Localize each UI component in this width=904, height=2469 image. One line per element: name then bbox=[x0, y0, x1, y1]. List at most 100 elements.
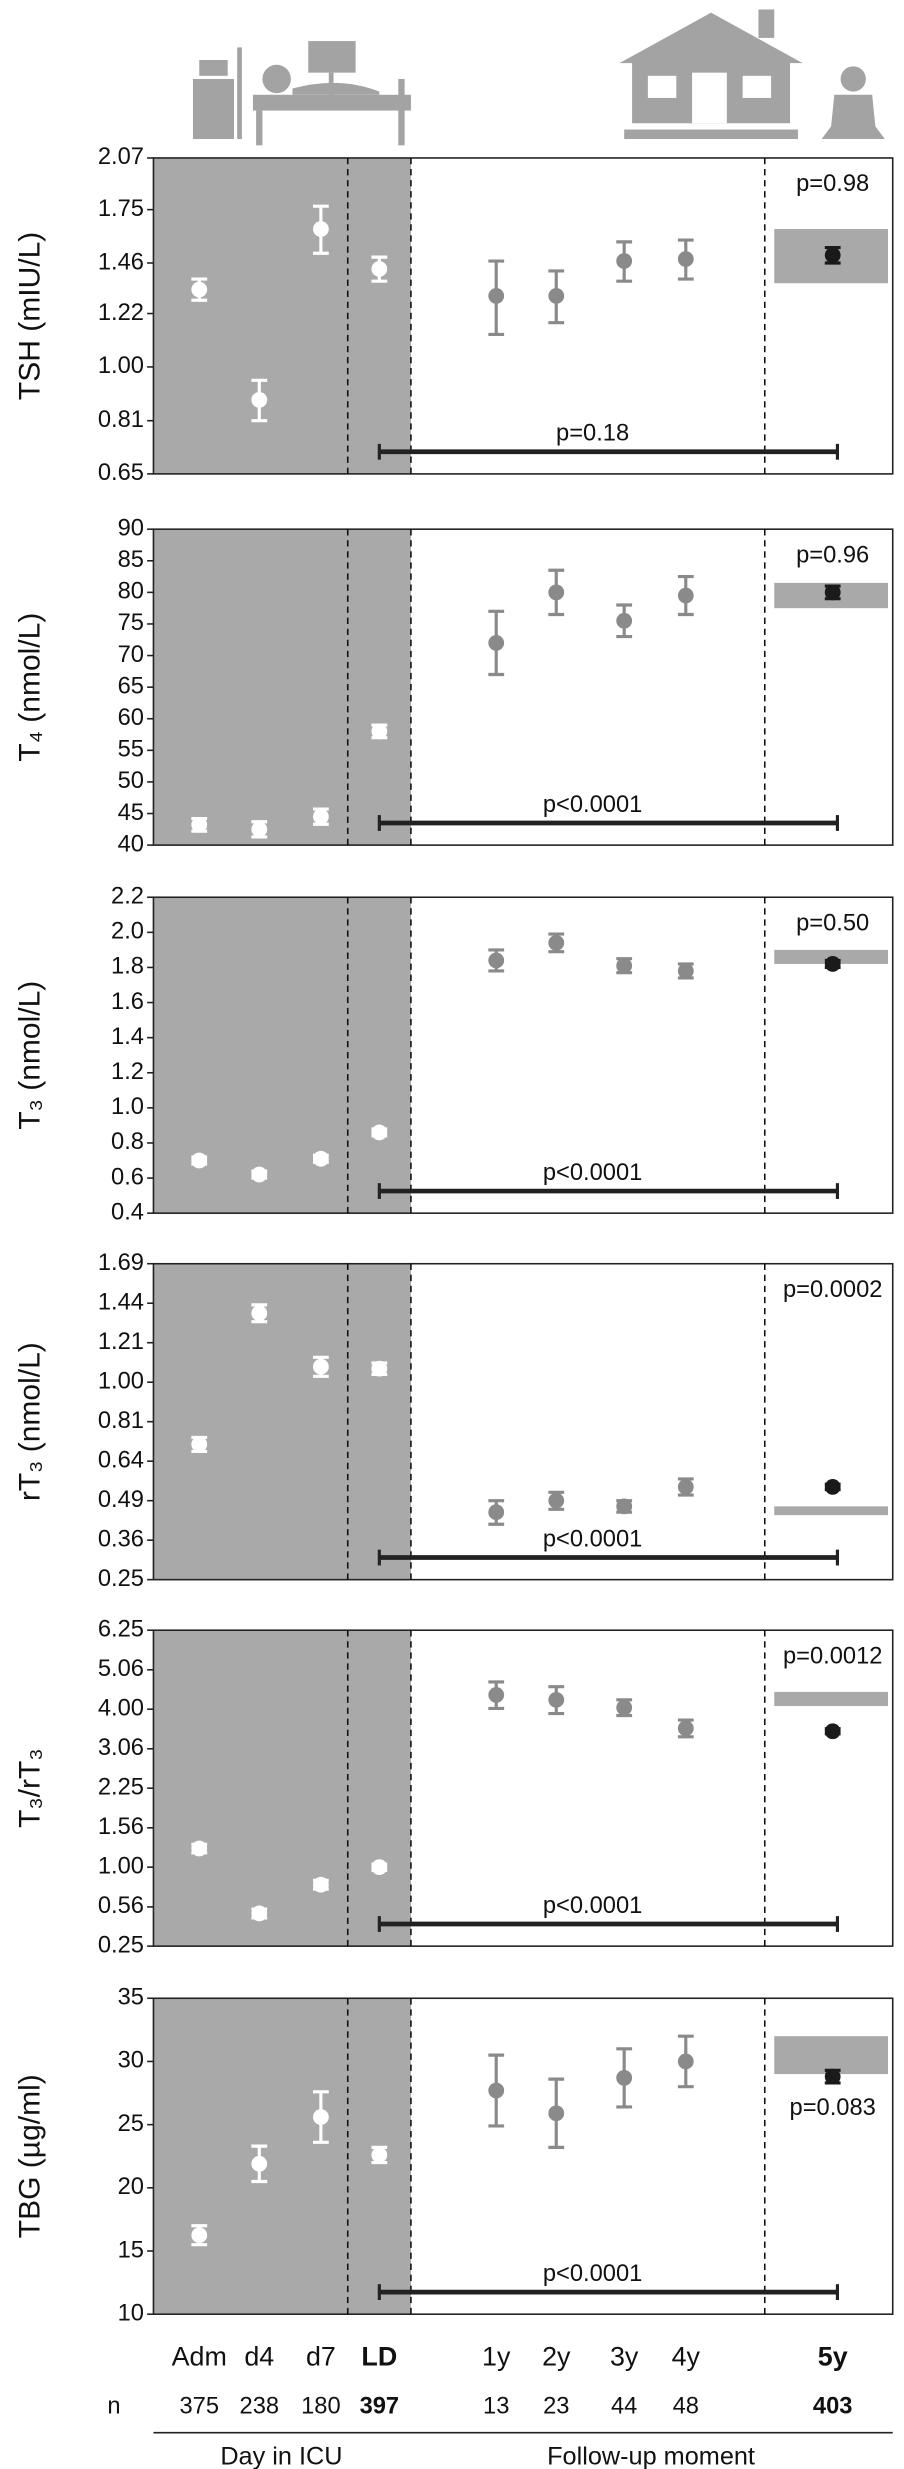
point bbox=[488, 288, 505, 304]
n-value: 180 bbox=[301, 2394, 341, 2420]
y-tick-label: 80 bbox=[118, 579, 144, 605]
point bbox=[371, 723, 388, 740]
y-tick-label: 1.4 bbox=[111, 1024, 144, 1050]
y-tick-label: 90 bbox=[118, 515, 144, 541]
y-tick-label: 1.6 bbox=[111, 989, 144, 1015]
p-overall: p=0.98 bbox=[796, 171, 869, 197]
point bbox=[251, 2155, 268, 2172]
p-trend: p<0.0001 bbox=[543, 1526, 642, 1552]
n-value: 48 bbox=[673, 2394, 699, 2420]
y-axis-title: rT₃ (nmol/L) bbox=[14, 1342, 47, 1501]
y-tick-label: 85 bbox=[118, 547, 144, 573]
y-tick-label: 1.2 bbox=[111, 1059, 144, 1085]
x-tick-label: 1y bbox=[482, 2342, 511, 2372]
n-label: n bbox=[107, 2394, 120, 2420]
point bbox=[312, 1150, 329, 1167]
y-tick-label: 0.65 bbox=[98, 460, 144, 486]
point bbox=[488, 2082, 505, 2099]
y-tick-label: 1.00 bbox=[98, 1853, 144, 1879]
point bbox=[677, 1479, 694, 1495]
point bbox=[616, 2069, 633, 2086]
p-trend: p<0.0001 bbox=[543, 792, 642, 818]
point bbox=[616, 1498, 633, 1515]
point bbox=[677, 587, 694, 604]
point bbox=[824, 1723, 841, 1740]
point bbox=[191, 2227, 208, 2244]
point bbox=[616, 957, 633, 974]
point bbox=[251, 391, 268, 408]
point bbox=[312, 1876, 329, 1893]
y-tick-label: 20 bbox=[118, 2174, 144, 2200]
icu-shade bbox=[153, 1263, 411, 1580]
point bbox=[616, 612, 633, 629]
group-label: Day in ICU bbox=[220, 2443, 342, 2469]
y-tick-label: 1.00 bbox=[98, 1368, 144, 1394]
point bbox=[824, 2068, 841, 2085]
n-value: 23 bbox=[543, 2394, 569, 2420]
p-trend: p=0.18 bbox=[556, 421, 629, 447]
child-icon bbox=[821, 66, 885, 140]
x-tick-label: d7 bbox=[306, 2342, 336, 2372]
point bbox=[312, 221, 329, 237]
y-tick-label: 75 bbox=[118, 610, 144, 636]
n-value: 238 bbox=[240, 2394, 280, 2420]
point bbox=[191, 1840, 208, 1857]
point bbox=[371, 1360, 388, 1377]
point bbox=[251, 1905, 268, 1922]
point bbox=[191, 816, 208, 833]
y-tick-label: 30 bbox=[118, 2048, 144, 2074]
p-overall: p=0.50 bbox=[796, 910, 869, 936]
home-icon bbox=[619, 9, 803, 140]
point bbox=[251, 1305, 268, 1322]
y-axis-title: T₃/rT₃ bbox=[14, 1748, 47, 1827]
p-overall: p=0.96 bbox=[796, 542, 869, 568]
point bbox=[548, 288, 565, 304]
x-tick-label: 2y bbox=[542, 2342, 571, 2372]
point bbox=[191, 1436, 208, 1453]
plot-frame bbox=[152, 896, 894, 1214]
y-tick-label: 65 bbox=[118, 673, 144, 699]
y-axis-title: TSH (mIU/L) bbox=[14, 232, 47, 400]
point bbox=[371, 2147, 388, 2163]
point bbox=[251, 821, 268, 838]
y-tick-label: 0.49 bbox=[98, 1487, 144, 1513]
icu-shade bbox=[153, 529, 411, 846]
point bbox=[616, 1699, 633, 1716]
x-tick-label: 4y bbox=[672, 2342, 701, 2372]
point bbox=[548, 584, 565, 601]
p-trend: p<0.0001 bbox=[543, 1160, 642, 1186]
plot-frame bbox=[152, 157, 894, 475]
x-tick-label: 3y bbox=[610, 2342, 639, 2372]
y-tick-label: 5.06 bbox=[98, 1656, 144, 1682]
point bbox=[548, 1691, 565, 1708]
point bbox=[677, 963, 694, 979]
y-tick-label: 0.25 bbox=[98, 1932, 144, 1958]
y-tick-label: 40 bbox=[118, 831, 144, 857]
y-tick-label: 6.25 bbox=[98, 1616, 144, 1642]
y-tick-label: 1.22 bbox=[98, 300, 144, 326]
p-overall: p=0.083 bbox=[790, 2095, 876, 2121]
y-tick-label: 55 bbox=[118, 737, 144, 763]
y-tick-label: 4.00 bbox=[98, 1695, 144, 1721]
y-axis-title: T₄ (nmol/L) bbox=[14, 613, 47, 762]
point bbox=[488, 635, 505, 651]
point bbox=[824, 247, 841, 264]
y-tick-label: 1.46 bbox=[98, 249, 144, 275]
y-tick-label: 0.4 bbox=[111, 1199, 144, 1225]
y-tick-label: 0.56 bbox=[98, 1893, 144, 1919]
point bbox=[191, 1152, 208, 1169]
y-tick-label: 0.36 bbox=[98, 1526, 144, 1552]
plot-frame bbox=[152, 1997, 894, 2315]
icu-shade bbox=[153, 897, 411, 1214]
n-value: 44 bbox=[611, 2394, 637, 2420]
y-tick-label: 1.8 bbox=[111, 954, 144, 980]
y-tick-label: 1.44 bbox=[98, 1289, 144, 1315]
y-tick-label: 15 bbox=[118, 2237, 144, 2263]
y-tick-label: 60 bbox=[118, 705, 144, 731]
y-tick-label: 1.21 bbox=[98, 1329, 144, 1355]
y-tick-label: 3.06 bbox=[98, 1735, 144, 1761]
n-value: 13 bbox=[483, 2394, 509, 2420]
point bbox=[616, 253, 633, 269]
point bbox=[371, 1859, 388, 1876]
y-tick-label: 2.07 bbox=[98, 144, 144, 170]
